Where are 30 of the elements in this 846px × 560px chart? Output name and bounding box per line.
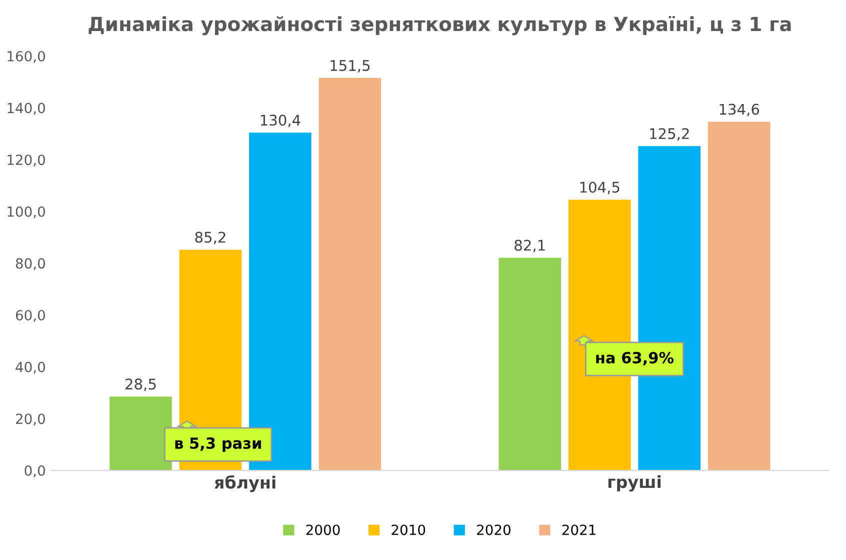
chart-title: Динаміка урожайності зерняткових культур в Україні, ц з 1 га xyxy=(88,16,791,36)
legend-label: 2020 xyxy=(477,524,510,536)
data-label: 104,5 xyxy=(580,182,620,194)
data-label: 134,6 xyxy=(720,104,760,116)
bar xyxy=(498,258,562,470)
y-tick-label: 40,0 xyxy=(16,362,45,374)
bar xyxy=(110,396,172,470)
data-label: 151,5 xyxy=(330,60,370,73)
y-tick-label: 80,0 xyxy=(16,258,45,270)
y-tick-label: 20,0 xyxy=(16,414,45,426)
x-tick-label: яблуні xyxy=(214,475,276,492)
bar xyxy=(318,78,382,470)
data-label: 130,4 xyxy=(260,114,300,128)
legend-label: 2000 xyxy=(306,524,340,536)
data-label: 125,2 xyxy=(650,128,689,141)
annotation: на 63,9% xyxy=(596,352,674,366)
legend-label: 2021 xyxy=(562,524,596,536)
data-label: 82,1 xyxy=(514,240,545,252)
bar xyxy=(708,122,770,470)
y-tick-label: 140,0 xyxy=(8,102,45,115)
x-tick-label: груші xyxy=(608,475,661,492)
y-tick-label: 100,0 xyxy=(8,206,45,218)
annotation: в 5,3 рази xyxy=(175,437,261,452)
y-tick-label: 0,0 xyxy=(24,465,45,478)
legend-label: 2010 xyxy=(392,524,426,536)
y-tick-label: 120,0 xyxy=(8,154,45,166)
data-label: 85,2 xyxy=(195,232,226,244)
y-tick-label: 60,0 xyxy=(16,310,45,322)
data-label: 28,5 xyxy=(126,378,156,392)
y-tick-label: 160,0 xyxy=(8,50,45,63)
